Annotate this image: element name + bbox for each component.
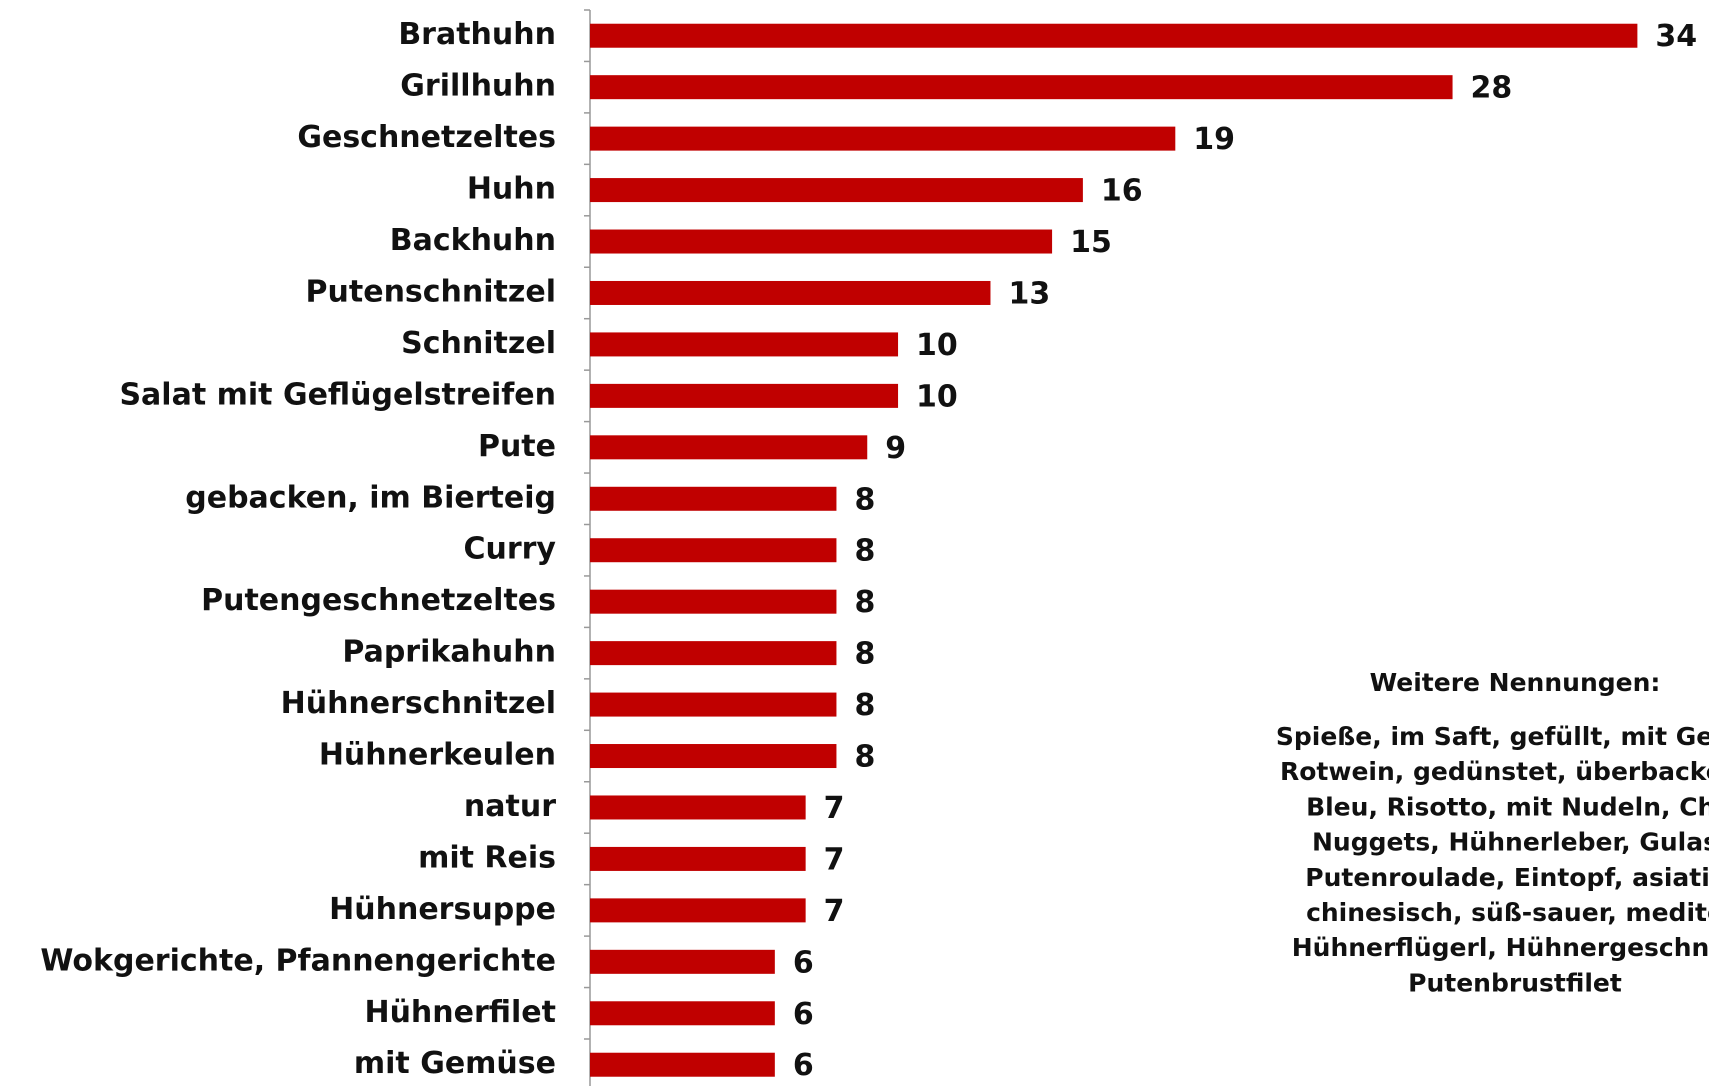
category-label: mit Gemüse [354, 1046, 556, 1081]
bar [590, 1052, 775, 1077]
annotation-line: Nuggets, Hühnerleber, Gulas [1312, 828, 1709, 857]
category-label: mit Reis [418, 840, 556, 875]
data-label: 7 [824, 894, 845, 929]
data-label: 16 [1101, 174, 1143, 209]
category-label: Hühnerkeulen [319, 738, 556, 773]
category-label: Hühnerschnitzel [281, 686, 556, 721]
bar [590, 126, 1176, 151]
data-label: 9 [885, 431, 906, 466]
bar [590, 1001, 775, 1026]
data-label: 8 [854, 637, 875, 672]
category-label: Backhuhn [390, 223, 556, 258]
bar [590, 280, 991, 305]
category-label: Putenschnitzel [306, 274, 556, 309]
category-label: Curry [463, 532, 556, 567]
annotation-line: Spieße, im Saft, gefüllt, mit Gewü [1276, 722, 1709, 751]
annotation-line: chinesisch, süß-sauer, medite [1306, 898, 1709, 927]
category-label: natur [464, 789, 556, 824]
category-label: Hühnersuppe [329, 892, 556, 927]
data-label: 8 [854, 482, 875, 517]
data-label: 10 [916, 328, 958, 363]
data-label: 34 [1655, 19, 1697, 54]
category-label: Paprikahuhn [342, 635, 556, 670]
data-label: 6 [793, 945, 814, 980]
data-label: 6 [793, 997, 814, 1032]
category-label: gebacken, im Bierteig [185, 480, 556, 515]
data-label: 15 [1070, 225, 1112, 260]
bar [590, 23, 1638, 48]
bar [590, 898, 806, 923]
bar [590, 949, 775, 974]
data-label: 6 [793, 1048, 814, 1083]
category-label: Huhn [467, 172, 556, 207]
category-label: Salat mit Geflügelstreifen [119, 377, 556, 412]
bar [590, 538, 837, 563]
category-label: Geschnetzeltes [297, 120, 556, 155]
data-label: 7 [824, 842, 845, 877]
bar [590, 178, 1083, 203]
data-label: 19 [1193, 122, 1235, 157]
data-label: 8 [854, 740, 875, 775]
data-label: 7 [824, 791, 845, 826]
bar [590, 229, 1053, 254]
category-label: Schnitzel [401, 326, 556, 361]
bar [590, 641, 837, 666]
data-label: 8 [854, 585, 875, 620]
data-label: 13 [1008, 276, 1050, 311]
category-label: Wokgerichte, Pfannengerichte [40, 943, 556, 978]
category-label: Putengeschnetzeltes [201, 583, 556, 618]
bar [590, 383, 899, 408]
bar [590, 486, 837, 511]
bar [590, 435, 868, 460]
annotation-title: Weitere Nennungen: [1370, 668, 1661, 697]
bar [590, 795, 806, 820]
annotation-line: Bleu, Risotto, mit Nudeln, Chi [1306, 792, 1709, 821]
bar [590, 332, 899, 357]
category-label: Brathuhn [398, 17, 556, 52]
annotation-line: Putenbrustfilet [1408, 968, 1622, 997]
bar [590, 589, 837, 614]
annotation-line: Hühnerflügerl, Hühnergeschnet [1292, 933, 1709, 962]
category-label: Pute [478, 429, 556, 464]
data-label: 8 [854, 688, 875, 723]
category-label: Hühnerfilet [364, 995, 556, 1030]
bar [590, 744, 837, 769]
annotation-line: Putenroulade, Eintopf, asiatis [1305, 863, 1709, 892]
category-label: Grillhuhn [400, 69, 556, 104]
bar [590, 692, 837, 717]
annotation-line: Rotwein, gedünstet, überbacken, [1280, 757, 1709, 786]
bar [590, 846, 806, 871]
data-label: 28 [1471, 71, 1513, 106]
data-label: 8 [854, 534, 875, 569]
bar [590, 75, 1453, 100]
data-label: 10 [916, 379, 958, 414]
